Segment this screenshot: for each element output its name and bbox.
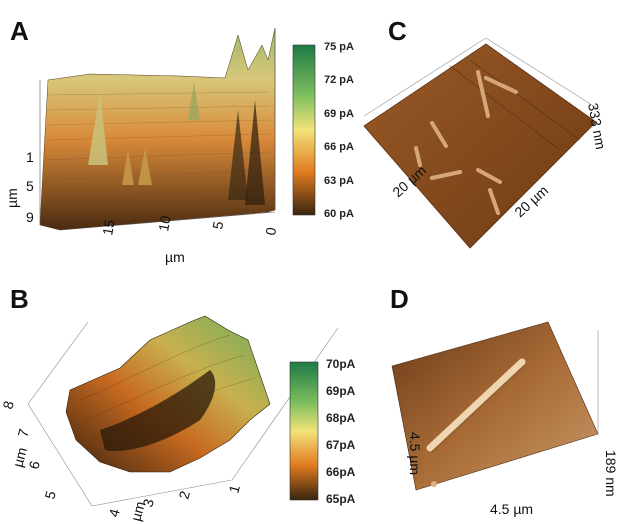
panel-b-xtick: 2: [175, 489, 193, 501]
panel-c-fiber: [476, 168, 502, 184]
panel-d-side-bottom: 4.5 µm: [490, 501, 533, 517]
panel-a-colorbar-label: 72 pA: [324, 74, 354, 86]
panel-c-fiber: [476, 70, 490, 118]
panel-b-surface: [65, 315, 271, 473]
panel-a-xtick: 5: [209, 220, 226, 231]
panel-a-peak: [122, 150, 134, 185]
panel-c-afm-surface: [363, 43, 597, 249]
panel-a-y-unit: µm: [4, 188, 20, 208]
panel-c-fibers: [414, 70, 518, 215]
panel-a-colorbar-label: 69 pA: [324, 108, 354, 120]
panel-b-colorbar-label: 70pA: [326, 357, 356, 371]
panel-a-colorbar-label: 75 pA: [324, 41, 354, 53]
panel-d-z-label: 189 nm: [603, 450, 619, 497]
panel-a-ytick: 1: [26, 149, 34, 165]
panel-b-colorbar-label: 66pA: [326, 465, 356, 479]
panel-c-fiber: [484, 76, 518, 94]
panel-b-x-unit: µm: [127, 500, 148, 523]
panel-a-colorbar-label: 66 pA: [324, 141, 354, 153]
panel-a-peak: [228, 110, 248, 200]
panel-a-colorbar: [292, 44, 316, 216]
panel-a-letter: A: [10, 16, 29, 46]
panel-c-letter: C: [388, 16, 407, 46]
panel-c-fiber: [488, 188, 500, 215]
panel-b-ytick: 7: [14, 427, 32, 439]
panel-b-colorbar-label: 69pA: [326, 384, 356, 398]
panel-b: B 8 7 6 5 µm 4 3 2 1 µm 70pA 69pA 68pA: [0, 284, 356, 523]
panel-c-scan-marks: [449, 59, 581, 151]
panel-b-ytick: 6: [25, 459, 43, 471]
panel-a-peak: [88, 92, 108, 165]
panel-b-y-unit: µm: [9, 446, 30, 469]
panel-a-peak: [245, 100, 265, 205]
panel-a-xtick: 0: [262, 226, 279, 237]
panel-a-ytick: 9: [26, 209, 34, 225]
panel-c-fiber: [414, 146, 422, 167]
panel-a-xtick: 10: [155, 214, 173, 232]
panel-a-ytick: 5: [26, 178, 34, 194]
panel-c: C 20 µm 20 µm 333 nm: [363, 16, 609, 249]
panel-a-xtick: 15: [99, 218, 117, 236]
panel-b-colorbar: [289, 361, 319, 501]
panel-b-xtick: 4: [105, 507, 123, 519]
panel-b-colorbar-label: 65pA: [326, 492, 356, 506]
panel-b-contours: [79, 334, 256, 441]
panel-b-ytick: 8: [0, 399, 17, 411]
panel-b-colorbar-label: 67pA: [326, 438, 356, 452]
panel-b-xtick: 1: [225, 483, 243, 495]
panel-b-ytick: 5: [41, 489, 59, 501]
panel-b-colorbar-label: 68pA: [326, 411, 356, 425]
panel-c-frame: [363, 37, 487, 117]
panel-d-side-left: 4.5 µm: [407, 432, 423, 475]
panel-c-fiber: [430, 121, 448, 148]
panel-c-z-label: 333 nm: [585, 102, 609, 151]
panel-d-particle: [431, 481, 437, 487]
panel-b-dark-trough: [100, 370, 216, 451]
panel-a-peak: [188, 82, 200, 120]
panel-b-frame: [27, 321, 339, 507]
panel-c-frame: [485, 37, 601, 111]
panel-b-letter: B: [10, 284, 29, 314]
panel-a: A 1 5 9 µm 15 10 5 0 µm: [4, 16, 354, 265]
panel-b-xtick: 3: [139, 497, 157, 509]
panel-d-fiber: [426, 358, 526, 452]
panel-c-fiber: [430, 170, 462, 180]
panel-d: D 4.5 µm 4.5 µm 189 nm: [390, 284, 619, 517]
panel-d-fiber-shadow: [431, 365, 525, 453]
panel-a-peak: [138, 148, 152, 185]
panel-a-x-unit: µm: [165, 249, 185, 265]
panel-d-letter: D: [390, 284, 409, 314]
panel-a-colorbar-label: 63 pA: [324, 175, 354, 187]
panel-a-frame: [59, 211, 276, 231]
panel-a-colorbar-label: 60 pA: [324, 208, 354, 220]
